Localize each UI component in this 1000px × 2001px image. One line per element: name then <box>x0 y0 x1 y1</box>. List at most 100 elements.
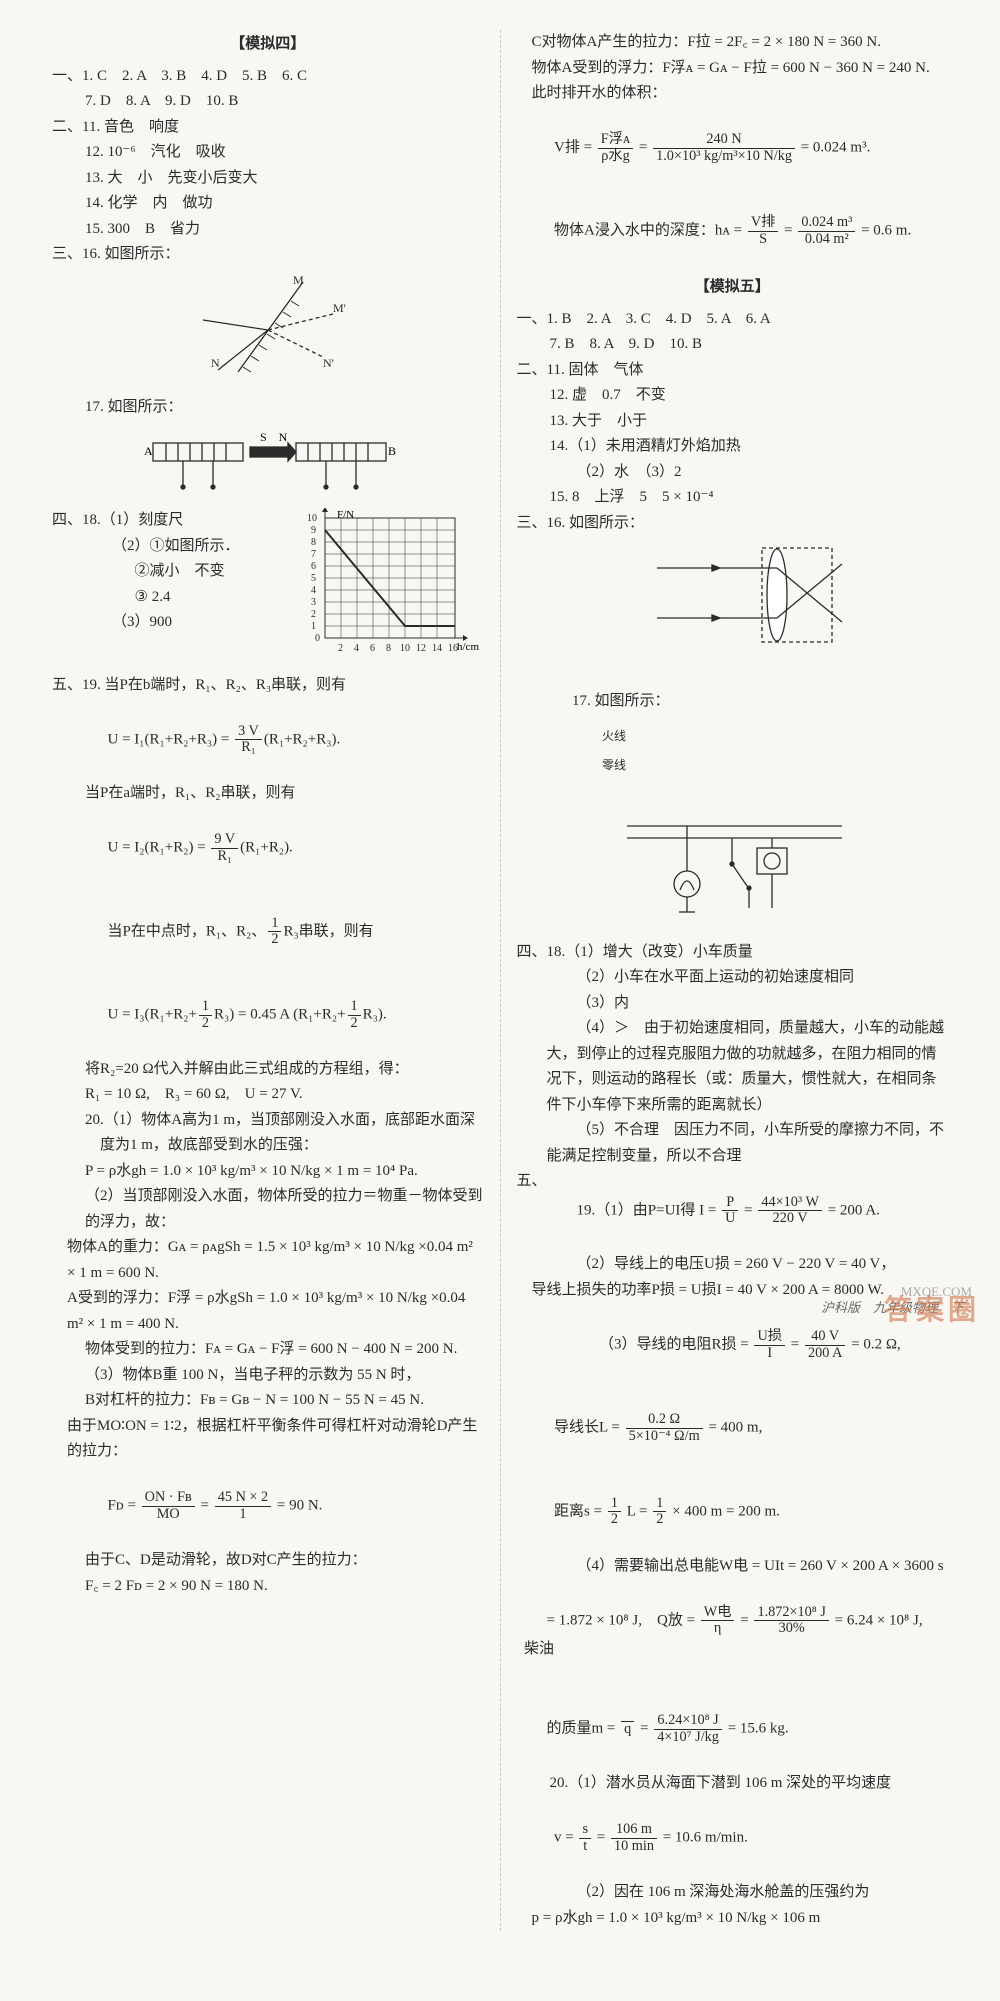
r-q13: 13. 大于 小于 <box>517 409 949 435</box>
sec3-label: 三、 <box>52 242 82 268</box>
q14: 14. 化学 内 做功 <box>52 191 484 217</box>
svg-text:12: 12 <box>416 643 426 654</box>
r-q18-4: （4）＞ 由于初始速度相同，质量越大，小车的动能越大，到停止的过程克服阻力做的功… <box>517 1016 949 1118</box>
svg-text:N': N' <box>323 356 334 370</box>
svg-text:8: 8 <box>311 537 316 548</box>
q11: 11. 音色 响度 <box>82 115 483 141</box>
q19c: 当P在中点时，R₁、R₂、12R₃串联，则有 <box>52 890 484 973</box>
r-s1-r1: 1. B 2. A 3. C 4. D 5. A 6. A <box>547 307 948 333</box>
q18-3: （3）900 <box>52 610 295 636</box>
q18-2b: ②减小 不变 <box>52 559 295 585</box>
q20f: 物体受到的拉力：Fᴀ = Gᴀ − F浮 = 600 N − 400 N = 2… <box>52 1337 484 1363</box>
q18-2: （2）①如图所示． <box>52 534 295 560</box>
svg-text:4: 4 <box>311 585 316 596</box>
r-s3-label: 三、 <box>517 511 547 537</box>
coil-diagram: A B S N <box>52 425 484 505</box>
svg-text:N: N <box>211 356 220 370</box>
r-q19-2: （2）导线上的电压U损 = 260 V − 220 V = 40 V， <box>517 1252 949 1278</box>
sec3: 三、 16. 如图所示： <box>52 242 484 268</box>
q20c: （2）当顶部刚没入水面，物体所受的拉力＝物重－物体受到的浮力，故： <box>52 1184 484 1235</box>
q20k: 由于C、D是动滑轮，故D对C产生的拉力： <box>52 1548 484 1574</box>
r-s1-label: 一、 <box>517 307 547 333</box>
graph-xlabel: h/cm <box>457 641 479 653</box>
sec1-r2: 7. D 8. A 9. D 10. B <box>52 89 484 115</box>
svg-text:0: 0 <box>315 633 320 644</box>
q20l: F꜀ = 2 Fᴅ = 2 × 90 N = 180 N. <box>52 1574 484 1600</box>
q17: 17. 如图所示： <box>52 395 484 421</box>
left-column: 【模拟四】 一、 1. C 2. A 3. B 4. D 5. B 6. C 7… <box>36 30 501 1931</box>
r-q17: 17. 如图所示： 火线 零线 <box>517 664 949 812</box>
q20i: 由于MO∶ON = 1∶2，根据杠杆平衡条件可得杠杆对动滑轮D产生的拉力： <box>52 1414 484 1465</box>
heading-sim5: 【模拟五】 <box>517 275 949 301</box>
r-q19-1: 19.（1）由P=UI得 I = PU = 44×10³ W220 V = 20… <box>547 1169 948 1252</box>
right-column: C对物体A产生的拉力：F拉 = 2F꜀ = 2 × 180 N = 360 N.… <box>501 30 965 1931</box>
svg-text:3: 3 <box>311 597 316 608</box>
q18-2c: ③ 2.4 <box>52 585 295 611</box>
q19b-eq: U = I₂(R₁+R₂) = 9 VR₁(R₁+R₂). <box>52 807 484 890</box>
page: 【模拟四】 一、 1. C 2. A 3. B 4. D 5. B 6. C 7… <box>0 0 1000 2001</box>
q19b: 当P在a端时，R₁、R₂串联，则有 <box>52 781 484 807</box>
mirror-diagram: M M' N N' <box>52 272 484 392</box>
svg-text:6: 6 <box>370 643 375 654</box>
svg-text:1: 1 <box>311 621 316 632</box>
q18-1: 18.（1）刻度尺 <box>82 508 294 534</box>
q15: 15. 300 B 省力 <box>52 217 484 243</box>
sec1-r1: 1. C 2. A 3. B 4. D 5. B 6. C <box>82 64 483 90</box>
q19f: R₁ = 10 Ω, R₃ = 60 Ω, U = 27 V. <box>52 1082 484 1108</box>
r-q18-1: 18.（1）增大（改变）小车质量 <box>547 940 948 966</box>
r-top3: 此时排开水的体积： <box>517 81 949 107</box>
live-label: 火线 <box>602 729 626 743</box>
q20a: 20.（1）物体A高为1 m，当顶部刚没入水面，底部距水面深度为1 m，故底部受… <box>52 1108 484 1159</box>
q16: 16. 如图所示： <box>82 242 483 268</box>
q20e: A受到的浮力：F浮 = ρ水gSh = 1.0 × 10³ kg/m³ × 10… <box>52 1286 484 1337</box>
sec5: 五、 19. 当P在b端时，R₁、R₂、R₃串联，则有 <box>52 673 484 699</box>
r-q20-1b: v = st = 106 m10 min = 10.6 m/min. <box>517 1797 949 1880</box>
r-q20-2: （2）因在 106 m 深海处海水舱盖的压强约为 <box>517 1880 949 1906</box>
r-q14b: （2）水 （3）2 <box>517 460 949 486</box>
svg-text:B: B <box>388 444 396 458</box>
svg-text:10: 10 <box>307 513 317 524</box>
r-q18-2: （2）小车在水平面上运动的初始速度相同 <box>517 965 949 991</box>
q20b: P = ρ水gh = 1.0 × 10³ kg/m³ × 10 N/kg × 1… <box>52 1159 484 1185</box>
r-q16: 16. 如图所示： <box>547 511 948 537</box>
r-q20-1: 20.（1）潜水员从海面下潜到 106 m 深处的平均速度 <box>517 1771 949 1797</box>
svg-text:7: 7 <box>311 549 316 560</box>
watermark-main: 答案圈 <box>884 1287 980 1335</box>
svg-text:2: 2 <box>311 609 316 620</box>
sec1: 一、 1. C 2. A 3. B 4. D 5. B 6. C <box>52 64 484 90</box>
q19a: 19. 当P在b端时，R₁、R₂、R₃串联，则有 <box>82 673 483 699</box>
neutral-label: 零线 <box>602 758 626 772</box>
lens-diagram <box>517 540 949 660</box>
svg-text:9: 9 <box>311 525 316 536</box>
q20j: Fᴅ = ON · FʙMO = 45 N × 21 = 90 N. <box>52 1465 484 1548</box>
r-q19-6: （4）需要输出总电能W电 = UIt = 260 V × 200 A × 360… <box>517 1554 949 1580</box>
r-q19-7: 的质量m = q = 6.24×10⁸ J4×10⁷ J/kg = 15.6 k… <box>517 1688 949 1771</box>
sec1-label: 一、 <box>52 64 82 90</box>
r-q20-2b: p = ρ水gh = 1.0 × 10³ kg/m³ × 10 N/kg × 1… <box>517 1906 949 1932</box>
r-top5: 物体A浸入水中的深度：hᴀ = V排S = 0.024 m³0.04 m² = … <box>517 190 949 273</box>
svg-text:2: 2 <box>338 643 343 654</box>
r-s2-label: 二、 <box>517 358 547 384</box>
r-q19-4: 导线长L = 0.2 Ω5×10⁻⁴ Ω/m = 400 m, <box>517 1387 949 1470</box>
svg-text:14: 14 <box>432 643 442 654</box>
r-s4-label: 四、 <box>517 940 547 966</box>
r-q19-6b: = 1.872 × 10⁸ J, Q放 = W电η = 1.872×10⁸ J3… <box>517 1579 949 1688</box>
svg-text:S N: S N <box>260 430 288 444</box>
svg-text:4: 4 <box>354 643 359 654</box>
svg-text:A: A <box>144 444 153 458</box>
r-q12: 12. 虚 0.7 不变 <box>517 383 949 409</box>
r-q18-5: （5）不合理 因压力不同，小车所受的摩擦力不同，不能满足控制变量，所以不合理 <box>517 1118 949 1169</box>
line-graph: 0 123 456 789 10 246 81012 1416 F/N h/cm <box>295 508 484 673</box>
svg-text:10: 10 <box>400 643 410 654</box>
graph-ylabel: F/N <box>337 509 354 521</box>
r-q19-5: 距离s = 12 L = 12 × 400 m = 200 m. <box>517 1470 949 1553</box>
svg-text:M': M' <box>333 301 346 315</box>
r-q11: 11. 固体 气体 <box>547 358 948 384</box>
svg-text:8: 8 <box>386 643 391 654</box>
sec2-label: 二、 <box>52 115 82 141</box>
sec4: 四、 18.（1）刻度尺 <box>52 508 295 534</box>
q20g: （3）物体B重 100 N，当电子秤的示数为 55 N 时， <box>52 1363 484 1389</box>
sec2: 二、 11. 音色 响度 <box>52 115 484 141</box>
r-s1-r2: 7. B 8. A 9. D 10. B <box>517 332 949 358</box>
q19e: 将R₂=20 Ω代入并解由此三式组成的方程组，得： <box>52 1057 484 1083</box>
